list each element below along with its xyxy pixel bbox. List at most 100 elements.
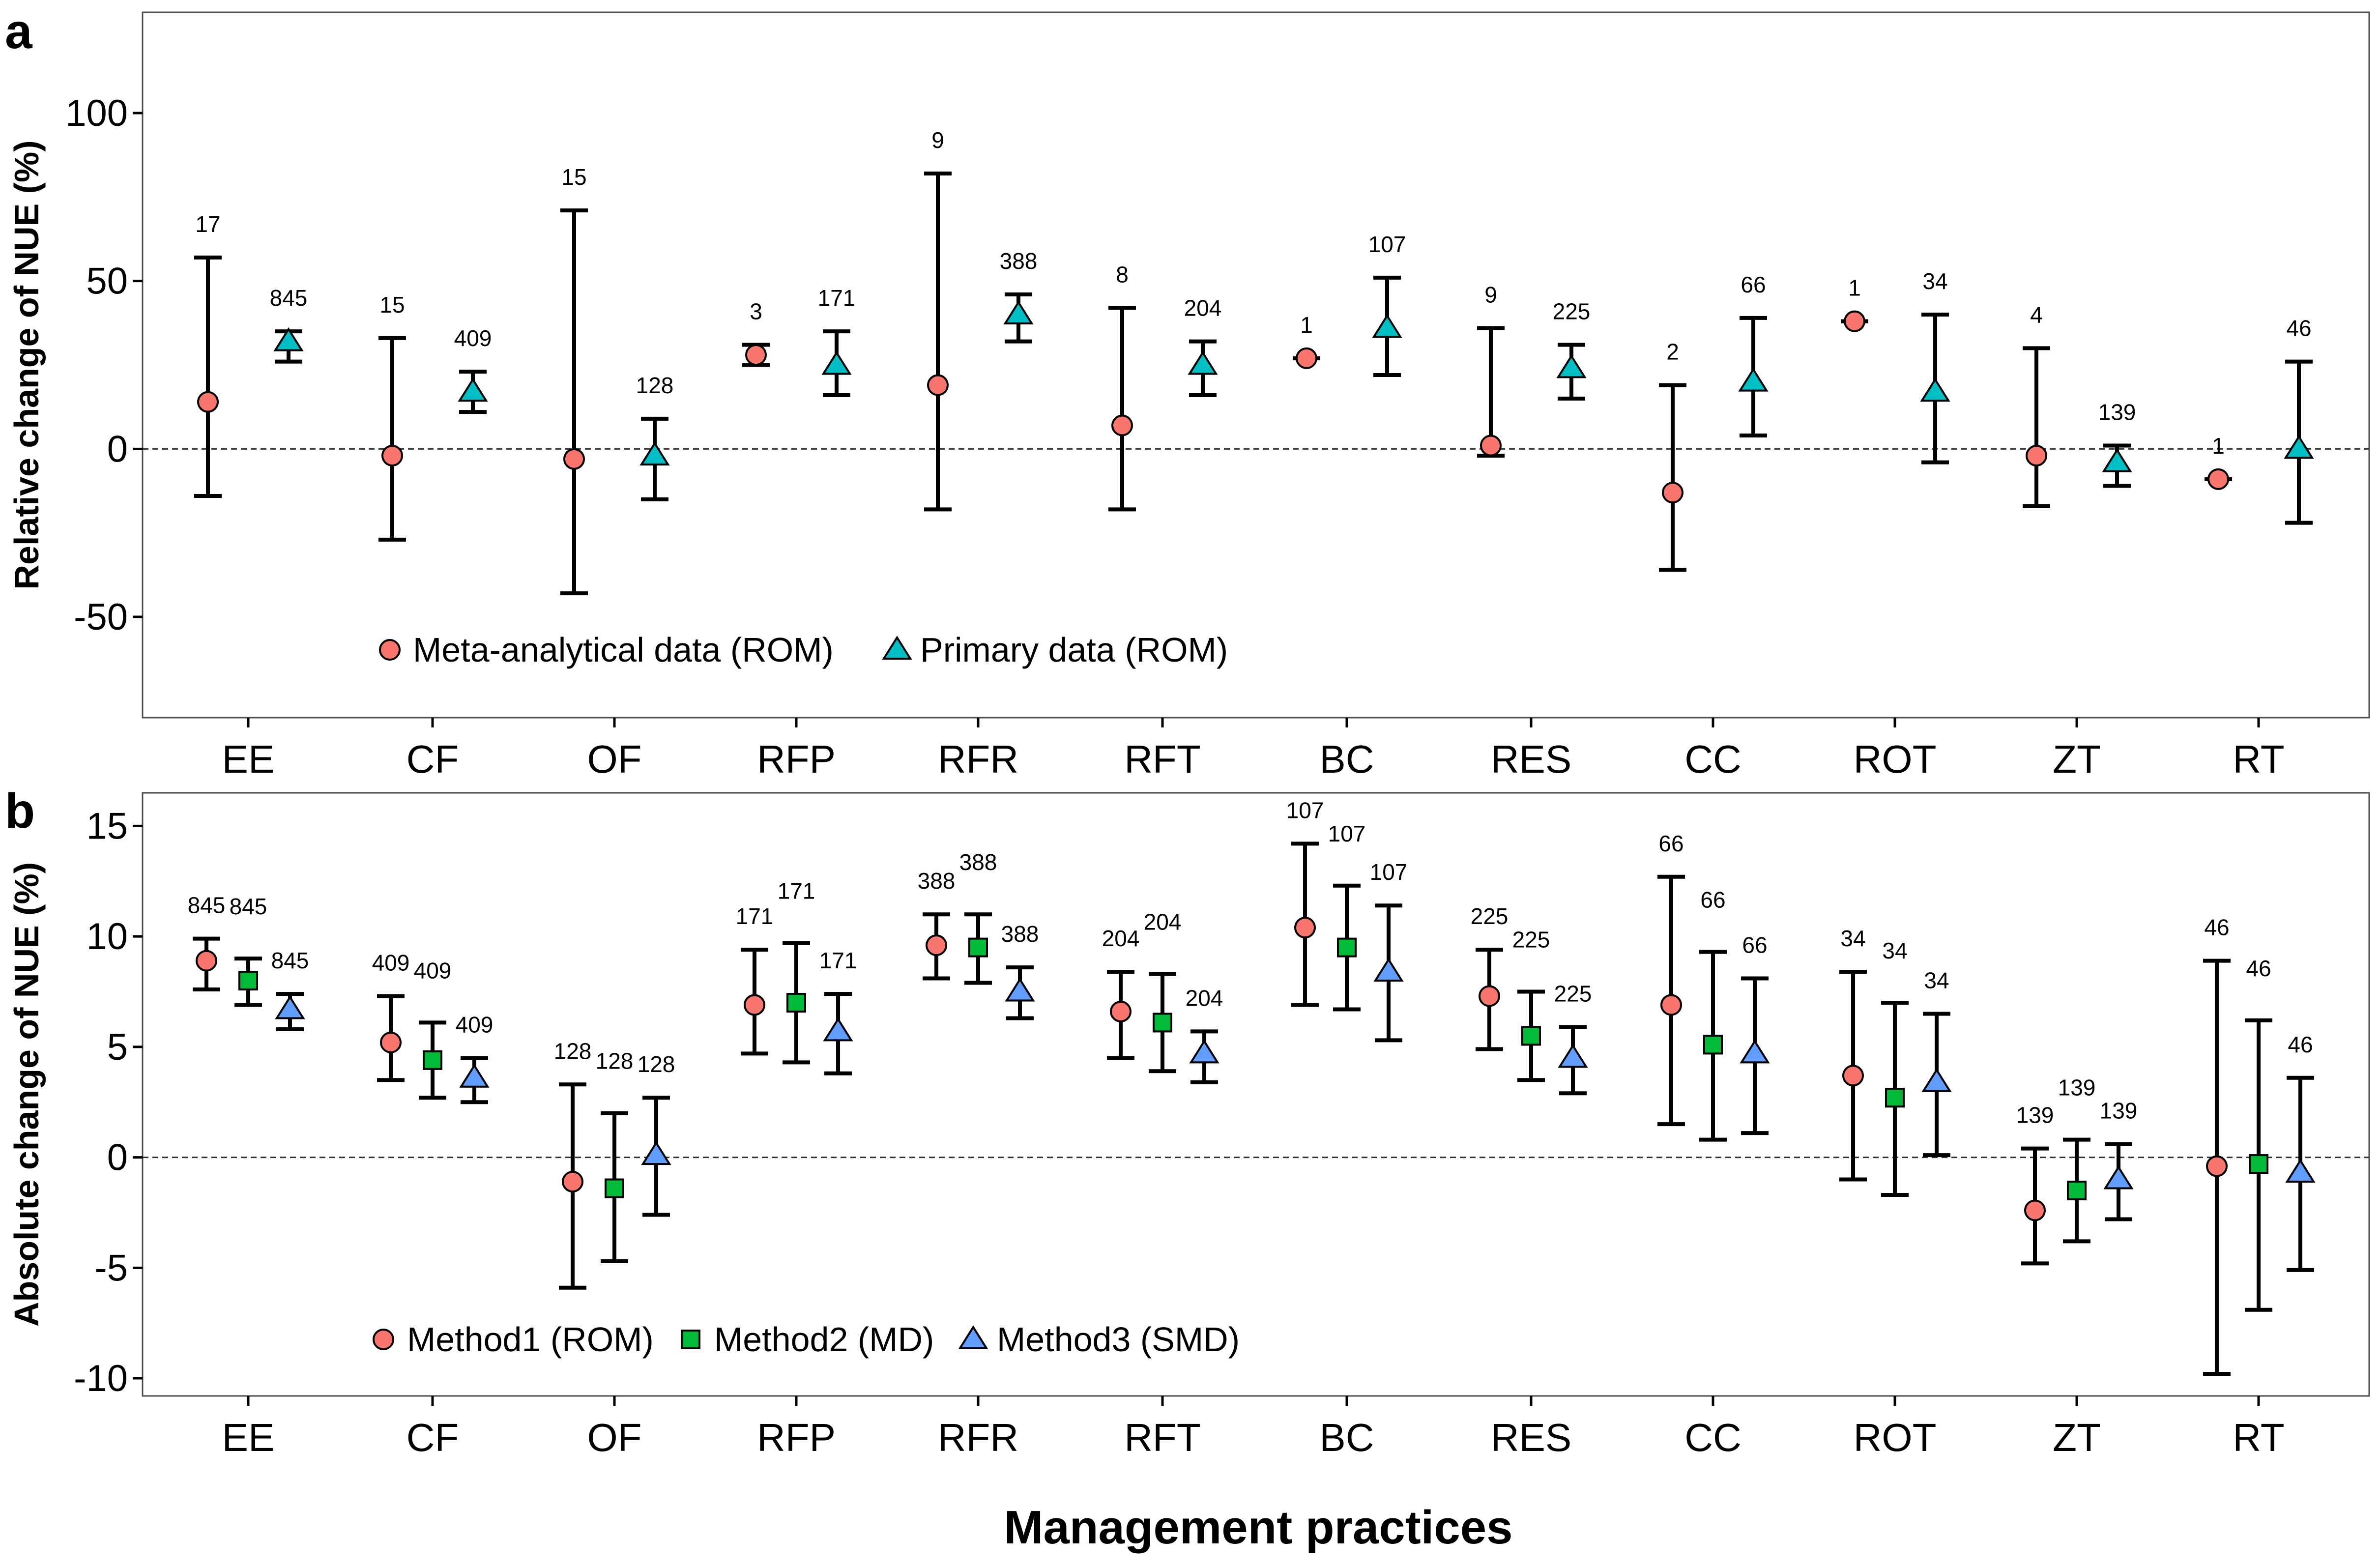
data-point — [275, 995, 305, 1019]
data-point — [1740, 1039, 1770, 1064]
legend: Meta-analytical data (ROM) Primary data (… — [379, 631, 1228, 669]
data-point — [1372, 314, 1402, 338]
legend-label: Method3 (SMD) — [997, 1320, 1240, 1359]
data-point — [1662, 482, 1683, 504]
series-1: 845 409 128 171 388 204 107 225 66 34 139 46 — [188, 797, 2231, 1376]
sample-size-label: 34 — [1922, 268, 1947, 294]
data-point — [1110, 1000, 1132, 1022]
sample-size-label: 845 — [271, 948, 309, 973]
y-tick-label: 100 — [65, 92, 128, 134]
data-point — [563, 448, 585, 470]
sample-size-label: 225 — [1471, 903, 1509, 929]
data-point — [2026, 445, 2047, 466]
data-point — [1294, 917, 1316, 939]
sample-size-label: 409 — [456, 1012, 493, 1037]
y-tick-label: -50 — [74, 596, 128, 638]
sample-size-label: 225 — [1512, 927, 1550, 953]
sample-size-label: 171 — [736, 903, 774, 929]
data-point — [1844, 310, 1865, 332]
series-1: 17 15 15 3 9 8 1 9 2 1 4 1 — [194, 127, 2232, 596]
data-point — [926, 934, 947, 957]
sample-size-label: 225 — [1553, 299, 1591, 324]
x-tick-label: EE — [222, 1416, 275, 1459]
data-point — [238, 971, 258, 991]
sample-size-label: 34 — [1924, 967, 1949, 993]
data-point — [423, 1050, 442, 1070]
sample-size-label: 128 — [638, 1051, 675, 1077]
sample-size-label: 171 — [778, 878, 815, 904]
data-point — [1703, 1035, 1723, 1055]
x-tick-label: ZT — [2053, 1416, 2101, 1459]
sample-size-label: 409 — [454, 325, 492, 351]
data-point — [1188, 350, 1218, 375]
legend-key — [958, 1325, 988, 1349]
data-point — [1005, 977, 1035, 1002]
data-point — [459, 1064, 490, 1088]
panel-b: b Absolute change of NUE (%) -10 -5 0 5 10 15 EE… — [5, 784, 2370, 1459]
sample-size-label: 66 — [1700, 887, 1725, 913]
x-tick-label: RES — [1491, 1416, 1572, 1459]
x-tick-label: RFR — [938, 737, 1018, 781]
x-tick-label: RFP — [757, 737, 836, 781]
sample-size-label: 9 — [931, 127, 944, 153]
sample-size-label: 15 — [379, 292, 405, 318]
data-point — [381, 445, 403, 466]
x-tick-label: OF — [587, 1416, 641, 1459]
sample-size-label: 204 — [1102, 926, 1140, 951]
sample-size-label: 46 — [2246, 956, 2271, 981]
sample-size-label: 66 — [1658, 831, 1683, 856]
data-point — [1479, 985, 1500, 1007]
sample-size-label: 15 — [561, 164, 586, 190]
plot-area — [142, 792, 2370, 1397]
legend-key — [379, 639, 401, 661]
sample-size-label: 388 — [1001, 921, 1039, 947]
y-tick-label: 0 — [107, 428, 128, 470]
y-tick-label: 0 — [107, 1137, 128, 1179]
legend-label: Method2 (MD) — [714, 1320, 934, 1359]
y-axis-title: Relative change of NUE (%) — [7, 140, 46, 589]
sample-size-label: 128 — [554, 1038, 592, 1064]
y-tick-label: -5 — [94, 1247, 128, 1289]
sample-size-label: 66 — [1742, 932, 1767, 958]
series-2: 845 409 128 171 388 204 107 225 66 34 139 46 — [230, 821, 2272, 1312]
sample-size-label: 171 — [819, 948, 857, 973]
data-point — [605, 1178, 624, 1198]
legend-label: Method1 (ROM) — [407, 1320, 654, 1359]
x-tick-label: BC — [1319, 1416, 1374, 1459]
data-point — [273, 327, 304, 351]
y-axis-title: Absolute change of NUE (%) — [7, 862, 46, 1327]
sample-size-label: 2 — [1666, 339, 1679, 365]
panel-tag: a — [5, 4, 33, 59]
sample-size-label: 388 — [1000, 248, 1038, 274]
data-point — [2207, 468, 2229, 490]
data-point — [1738, 367, 1769, 392]
x-tick-label: RFT — [1124, 1416, 1201, 1459]
x-tick-label: RT — [2233, 1416, 2284, 1459]
data-point — [2206, 1155, 2228, 1177]
x-tick-label: OF — [587, 737, 641, 781]
data-point — [1373, 958, 1404, 982]
data-point — [1921, 1068, 1952, 1092]
sample-size-label: 9 — [1484, 282, 1497, 307]
x-tick-label: ROT — [1854, 737, 1937, 781]
x-tick-label: RT — [2233, 737, 2284, 781]
data-point — [2284, 435, 2314, 459]
sample-size-label: 4 — [2030, 302, 2043, 327]
sample-size-label: 204 — [1186, 985, 1223, 1011]
y-tick-label: 15 — [86, 805, 128, 847]
sample-size-label: 845 — [270, 285, 308, 311]
sample-size-label: 66 — [1741, 272, 1766, 297]
x-tick-label: CF — [406, 737, 459, 781]
series-3: 845 409 128 171 388 204 107 225 66 34 139 46 — [271, 859, 2316, 1272]
x-tick-label: CF — [406, 1416, 459, 1459]
x-tick-label: ZT — [2053, 737, 2101, 781]
sample-size-label: 3 — [750, 299, 762, 324]
data-point — [1556, 354, 1587, 378]
data-point — [1521, 1026, 1541, 1046]
x-tick-label: CC — [1684, 737, 1741, 781]
sample-size-label: 845 — [230, 894, 267, 919]
data-point — [823, 1017, 853, 1042]
x-tick-label: RFP — [757, 1416, 836, 1459]
data-point — [1337, 937, 1357, 958]
